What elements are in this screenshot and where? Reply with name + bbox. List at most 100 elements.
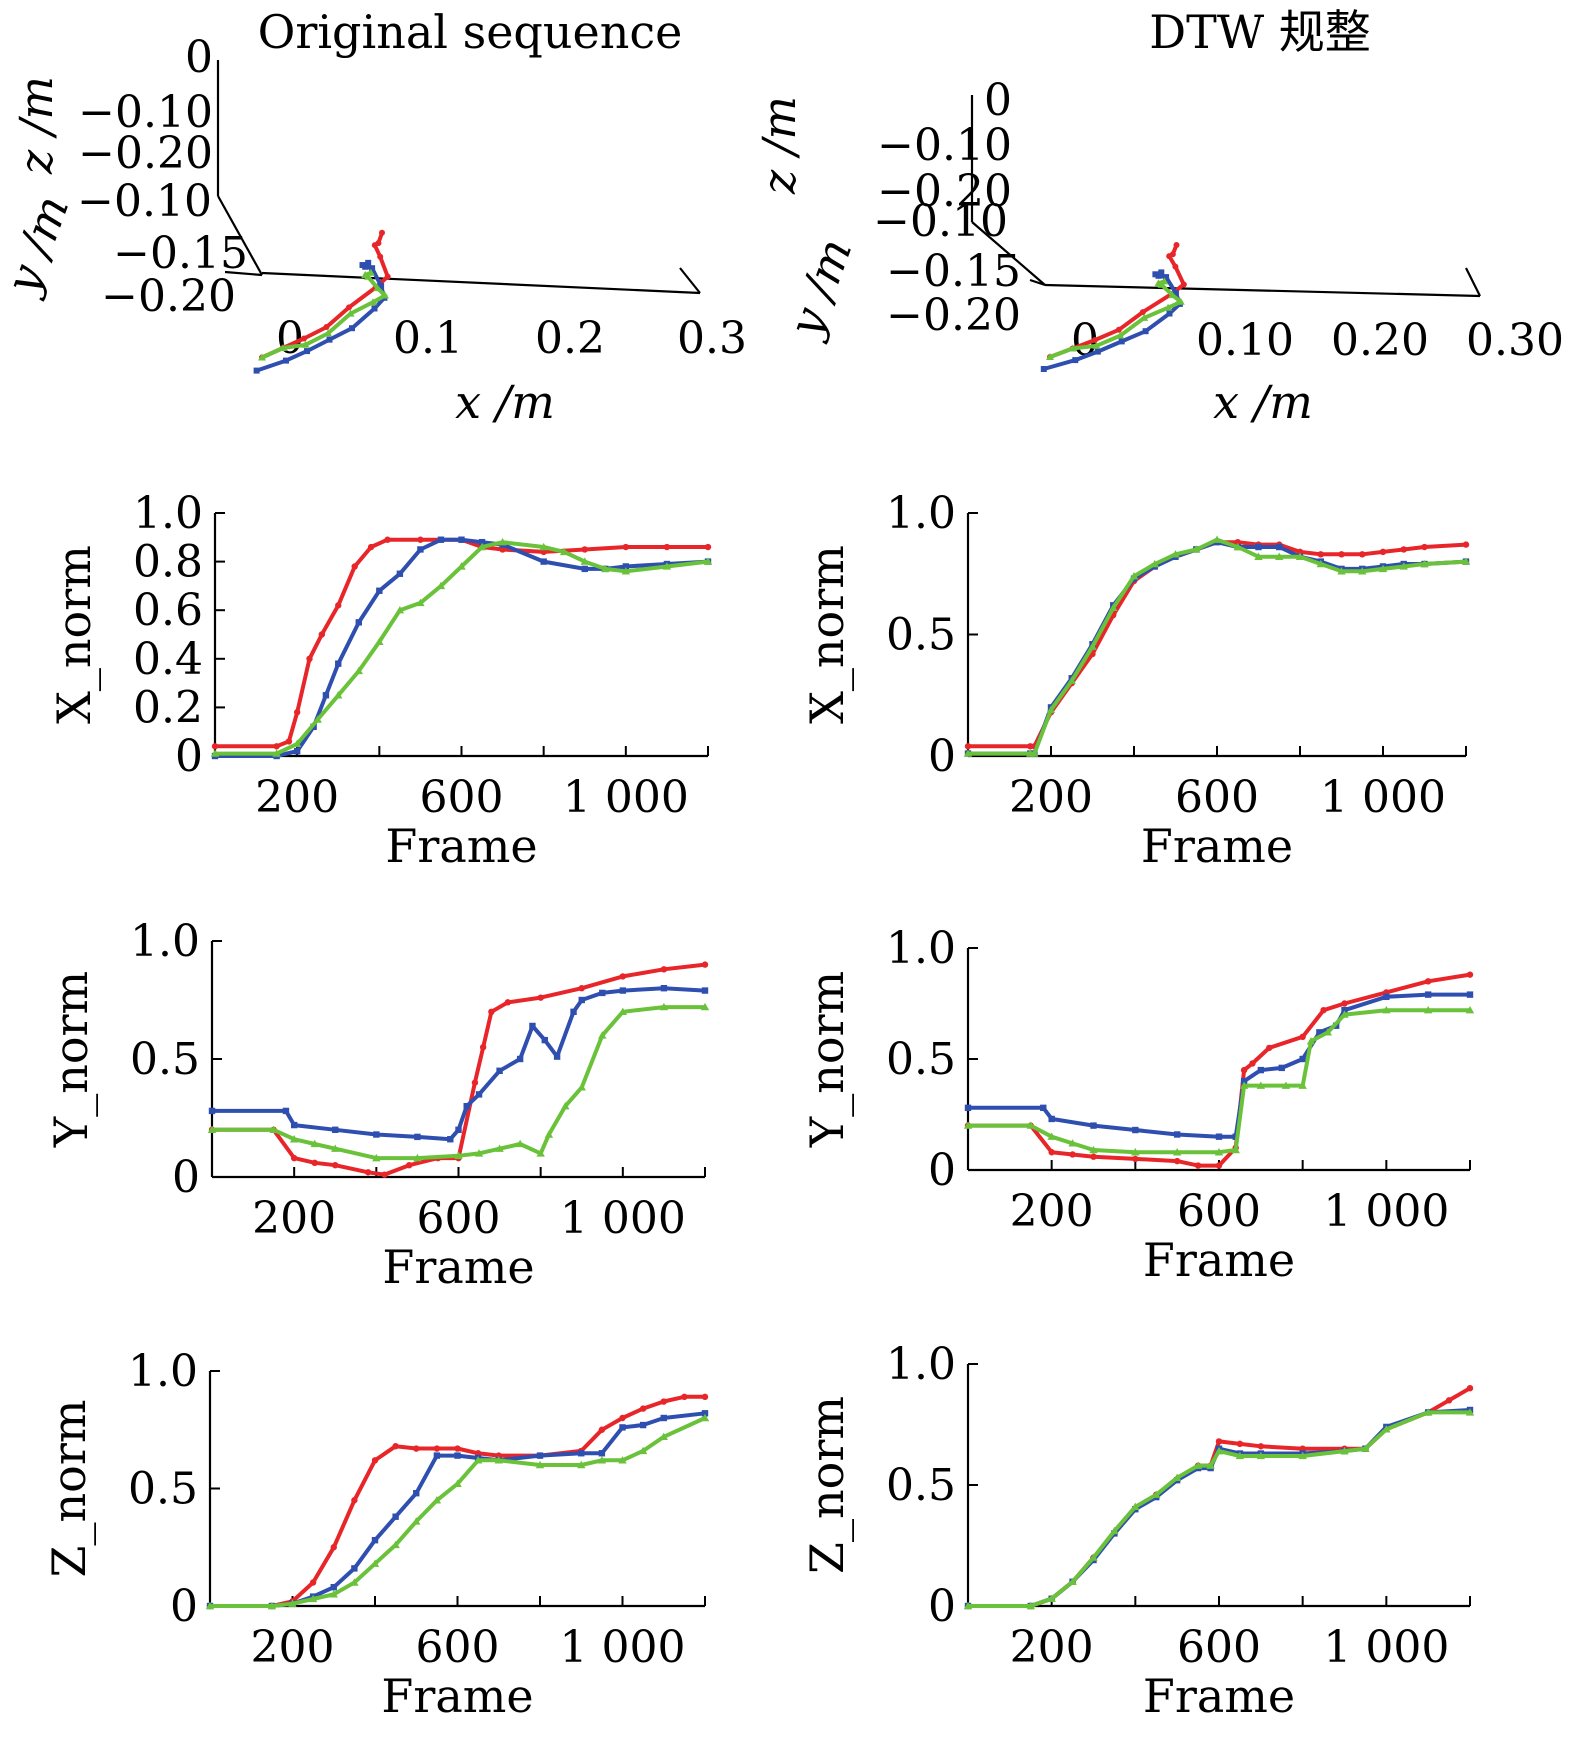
data-point-blue: [335, 660, 342, 667]
data-point-red: [1379, 548, 1387, 556]
data-point-red: [311, 1159, 318, 1167]
trajectory-point-blue: [1072, 357, 1079, 364]
data-point-green: [1275, 552, 1284, 560]
data-point-blue: [1090, 1122, 1097, 1129]
data-point-red: [701, 961, 709, 968]
x-axis-label: Frame: [1143, 1233, 1295, 1287]
data-point-blue: [373, 1131, 380, 1138]
data-point-green: [453, 1479, 462, 1487]
data-point-blue: [578, 996, 585, 1004]
z-tick-label: −0.20: [78, 128, 213, 179]
data-point-red: [1424, 978, 1432, 985]
z-axis-label: z /m: [752, 96, 806, 195]
data-point-green: [1172, 1148, 1182, 1156]
trajectory-point-red: [1180, 281, 1187, 288]
data-point-blue: [454, 1452, 461, 1459]
trajectory-point-blue: [1166, 310, 1173, 317]
data-point-green: [618, 1456, 627, 1464]
data-point-red: [1132, 1155, 1139, 1163]
data-point-red: [306, 655, 313, 662]
x-tick-label: 1 000: [560, 1193, 686, 1244]
data-point-red: [1421, 543, 1428, 551]
trajectory-point-red: [1169, 251, 1176, 258]
data-point-green: [1399, 562, 1408, 570]
data-point-blue: [1383, 993, 1390, 1001]
axis-line-3d: [1044, 283, 1481, 298]
data-point-green: [1172, 1473, 1182, 1481]
data-point-red: [619, 1414, 626, 1422]
x-tick-label: 0.30: [1466, 315, 1564, 366]
data-point-green: [1340, 1446, 1349, 1455]
data-point-red: [1194, 1162, 1202, 1169]
x-axis-label: Frame: [382, 1240, 534, 1294]
data-point-blue: [293, 747, 301, 755]
data-point-green: [700, 1413, 710, 1422]
series-line-blue: [968, 540, 1467, 756]
data-point-red: [417, 536, 424, 543]
y-tick-label: 1.0: [133, 488, 203, 539]
data-point-green: [1231, 1145, 1240, 1154]
x-tick-label: 600: [1177, 1186, 1261, 1237]
data-point-blue: [496, 1067, 503, 1074]
data-point-blue: [660, 1414, 667, 1422]
data-point-red: [1466, 971, 1474, 978]
data-point-red: [619, 973, 627, 980]
z-tick-label: −0.10: [877, 120, 1012, 171]
y-tick-label: 0.5: [128, 1464, 198, 1515]
y-tick-label: −0.20: [101, 271, 236, 322]
data-point-blue: [619, 987, 627, 994]
series-line-green: [215, 540, 709, 756]
series-line-blue: [968, 992, 1470, 1139]
data-point-red: [578, 985, 585, 992]
data-point-green: [329, 1590, 338, 1598]
trajectory-point-green: [301, 340, 310, 348]
data-point-blue: [1278, 1064, 1285, 1072]
data-point-blue: [660, 985, 668, 992]
data-point-green: [477, 542, 487, 551]
data-point-blue: [1240, 1078, 1248, 1085]
data-point-green: [288, 1599, 297, 1607]
x-axis-label: Frame: [1143, 1669, 1295, 1723]
data-point-green: [457, 562, 466, 570]
y-axis-label: Z_norm: [800, 1396, 854, 1574]
y-tick-label: −0.15: [113, 228, 248, 279]
data-point-green: [474, 1149, 484, 1157]
data-point-blue: [578, 1450, 585, 1457]
data-point-blue: [1040, 1104, 1047, 1112]
y-tick-label: 1.0: [886, 923, 956, 974]
data-point-red: [581, 546, 588, 553]
data-point-green: [963, 749, 973, 757]
data-point-green: [560, 547, 569, 556]
trajectory-point-red: [379, 229, 385, 236]
data-point-green: [662, 562, 672, 570]
data-point-red: [622, 543, 630, 551]
data-point-green: [659, 1002, 669, 1011]
data-point-green: [1239, 1081, 1249, 1089]
data-point-blue: [1257, 1066, 1265, 1074]
data-point-blue: [371, 1537, 379, 1544]
data-point-red: [384, 536, 391, 543]
data-point-red: [273, 743, 280, 750]
trajectory-point-blue: [371, 305, 378, 312]
data-point-green: [1068, 1577, 1077, 1585]
y-tick-label: 1.0: [886, 1339, 956, 1390]
data-point-green: [703, 557, 713, 565]
trajectory-point-blue: [378, 283, 385, 290]
data-point-blue: [413, 1490, 420, 1497]
x-tick-label: 200: [1009, 772, 1093, 823]
axis-line-3d: [971, 221, 1046, 286]
trajectory-point-red: [1173, 242, 1180, 248]
y-axis-label: X_norm: [47, 545, 101, 724]
data-point-green: [1378, 564, 1388, 573]
data-point-blue: [516, 1055, 524, 1063]
data-point-blue: [414, 1133, 421, 1141]
data-point-green: [1340, 1010, 1349, 1018]
data-point-red: [701, 1393, 709, 1401]
data-point-green: [1193, 1461, 1203, 1469]
data-point-green: [539, 542, 548, 551]
data-point-red: [1341, 1000, 1348, 1007]
data-point-blue: [570, 1008, 577, 1015]
x-tick-label: 1 000: [563, 772, 689, 823]
data-point-green: [544, 1130, 554, 1138]
